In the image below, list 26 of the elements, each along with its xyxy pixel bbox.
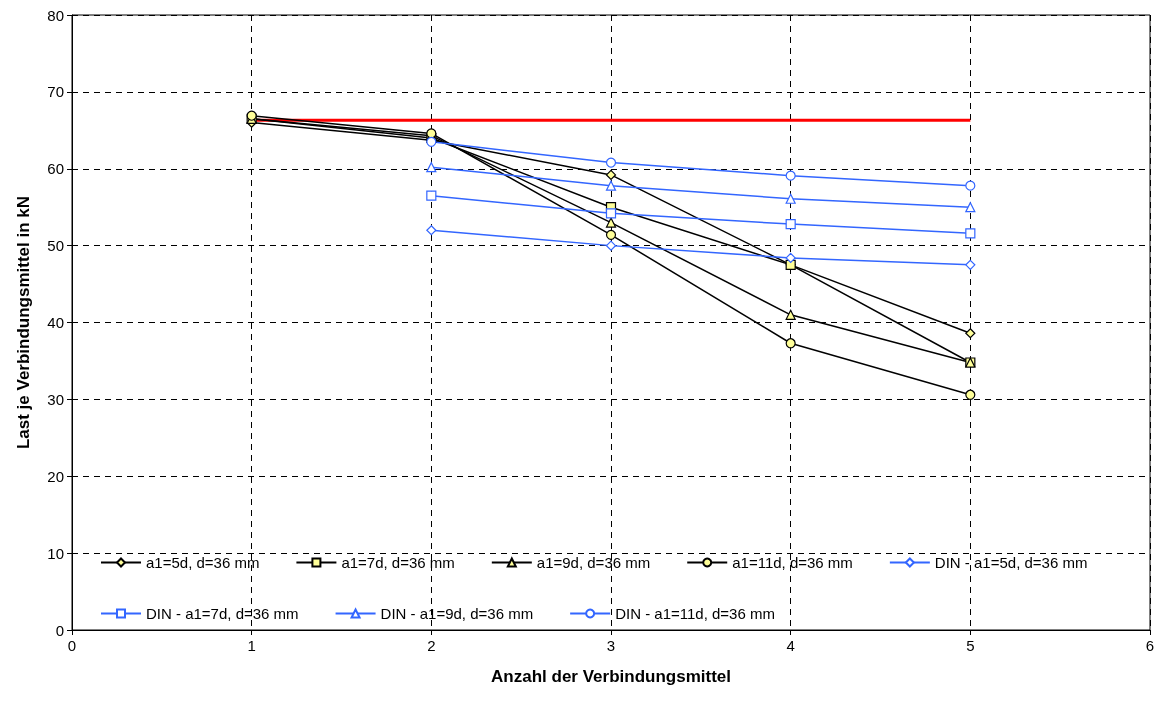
legend-label: DIN - a1=11d, d=36 mm	[615, 605, 775, 622]
legend-label: a1=5d, d=36 mm	[146, 554, 260, 571]
x-tick-label: 0	[67, 637, 77, 654]
legend-label: DIN - a1=9d, d=36 mm	[380, 605, 534, 622]
y-tick-label: 50	[47, 237, 64, 255]
x-axis-title: Anzahl der Verbindungsmittel	[491, 667, 731, 686]
y-tick-label: 80	[47, 6, 64, 24]
x-tick-label: 2	[427, 637, 436, 654]
y-tick-label: 70	[47, 83, 64, 101]
y-tick-label: 30	[47, 390, 64, 408]
x-tick-label: 5	[966, 637, 975, 654]
x-tick-label: 1	[247, 637, 256, 654]
y-tick-label: 20	[47, 467, 64, 485]
y-axis-title: Last je Verbindungsmittel in kN	[14, 195, 33, 450]
x-tick-label: 3	[606, 637, 616, 654]
x-tick-label: 6	[1145, 637, 1155, 654]
y-tick-label: 40	[47, 314, 64, 331]
legend-label: a1=9d, d=36 mm	[536, 554, 651, 571]
x-tick-label: 4	[786, 637, 795, 654]
y-tick-label: 10	[47, 544, 64, 562]
legend-label: a1=7d, d=36 mm	[341, 554, 455, 571]
legend-label: DIN - a1=7d, d=36 mm	[146, 605, 299, 622]
legend-label: a1=11d, d=36 mm	[732, 554, 853, 571]
legend-label: DIN - a1=5d, d=36 mm	[934, 554, 1088, 571]
y-tick-label: 60	[47, 160, 64, 178]
y-tick-label: 0	[55, 621, 64, 639]
